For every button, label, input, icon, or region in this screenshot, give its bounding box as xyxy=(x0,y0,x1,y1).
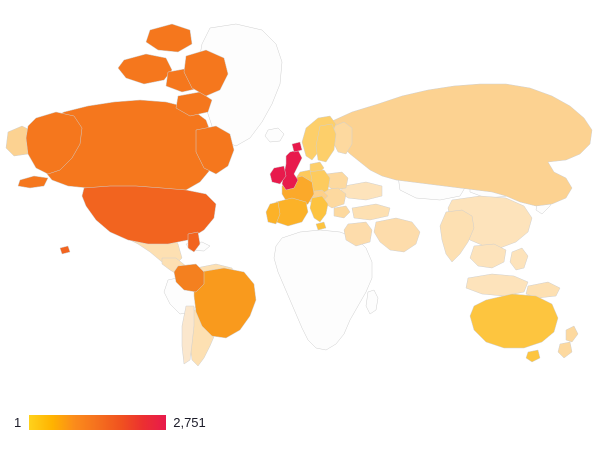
region-portugal[interactable] xyxy=(265,201,281,225)
legend-max-label: 2,751 xyxy=(173,414,206,430)
region-aleutians[interactable] xyxy=(17,175,49,189)
high-bin-regions xyxy=(173,263,205,293)
region-baffin[interactable] xyxy=(183,49,229,97)
highest-bin-regions xyxy=(269,141,303,191)
region-colombia[interactable] xyxy=(173,263,205,293)
region-australia[interactable] xyxy=(469,293,559,349)
region-uk-scotland-north[interactable] xyxy=(291,141,303,153)
region-egypt[interactable] xyxy=(343,221,373,247)
region-chile[interactable] xyxy=(181,305,195,365)
region-indonesia[interactable] xyxy=(465,273,529,297)
region-russia[interactable] xyxy=(329,83,593,207)
region-new-zealand[interactable] xyxy=(557,325,579,359)
region-iceland[interactable] xyxy=(264,127,285,143)
region-tasmania[interactable] xyxy=(525,349,541,363)
map-legend: 1 2,751 xyxy=(0,405,601,439)
world-map-svg[interactable] xyxy=(0,0,601,395)
region-sweden[interactable] xyxy=(315,123,337,163)
lowest-bin-regions xyxy=(5,83,593,367)
region-canada-arctic-1[interactable] xyxy=(117,53,173,85)
region-canada-arctic-2[interactable] xyxy=(145,23,193,53)
region-united-kingdom[interactable] xyxy=(281,149,303,191)
legend-gradient-bar[interactable] xyxy=(29,414,167,430)
region-hawaii[interactable] xyxy=(59,245,71,255)
region-greece[interactable] xyxy=(333,205,351,219)
region-turkey[interactable] xyxy=(351,203,391,221)
region-png[interactable] xyxy=(525,281,561,299)
region-philippines[interactable] xyxy=(509,247,529,271)
region-africa[interactable] xyxy=(273,229,373,351)
region-madagascar[interactable] xyxy=(365,289,379,315)
world-map-canvas[interactable] xyxy=(0,0,601,395)
very-high-bin-regions xyxy=(17,23,235,255)
region-india[interactable] xyxy=(439,209,475,263)
region-labrador[interactable] xyxy=(195,125,235,175)
region-alaska[interactable] xyxy=(25,111,83,175)
region-ireland[interactable] xyxy=(269,165,287,185)
region-saudi-arabia[interactable] xyxy=(373,217,421,253)
region-sicily[interactable] xyxy=(315,221,327,231)
region-brazil[interactable] xyxy=(193,267,257,339)
legend-min-label: 1 xyxy=(14,414,22,430)
region-canada[interactable] xyxy=(37,99,215,195)
region-italy[interactable] xyxy=(309,195,329,223)
region-florida[interactable] xyxy=(187,231,201,253)
region-southeast-asia[interactable] xyxy=(469,243,507,269)
